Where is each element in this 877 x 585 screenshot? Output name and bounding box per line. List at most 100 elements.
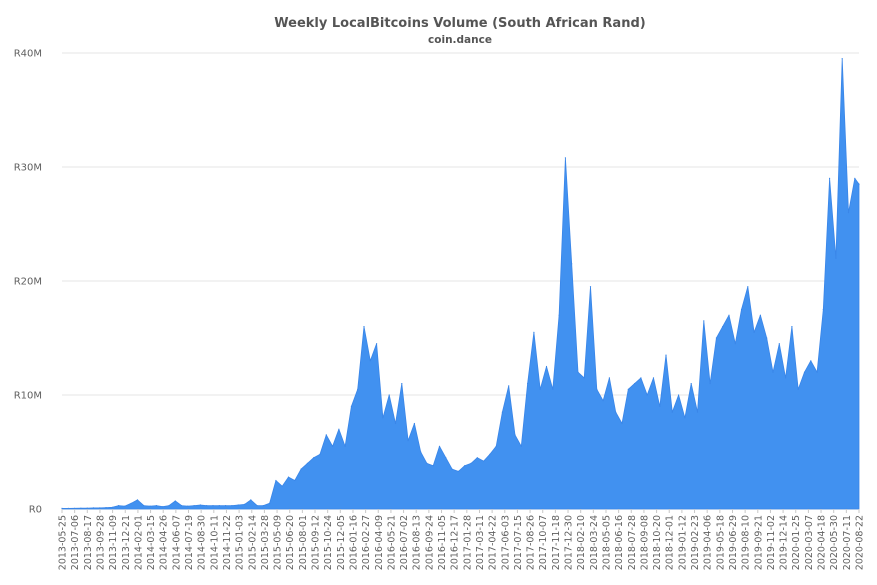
data-point bbox=[489, 453, 491, 455]
x-tick-label: 2016-07-02 bbox=[399, 515, 410, 570]
data-point bbox=[432, 465, 434, 467]
data-point bbox=[61, 507, 63, 509]
data-point bbox=[338, 428, 340, 430]
data-point bbox=[514, 434, 516, 436]
data-point bbox=[533, 331, 535, 333]
x-tick-label: 2017-12-30 bbox=[564, 515, 575, 570]
x-tick-label: 2017-11-18 bbox=[551, 515, 562, 570]
data-point bbox=[118, 505, 120, 507]
data-point bbox=[401, 383, 403, 385]
data-point bbox=[319, 453, 321, 455]
data-point bbox=[275, 479, 277, 482]
data-point bbox=[822, 308, 824, 311]
data-point bbox=[445, 457, 447, 459]
data-point bbox=[740, 308, 743, 311]
data-point bbox=[791, 326, 793, 328]
data-point bbox=[237, 504, 239, 506]
x-tick-label: 2019-05-18 bbox=[715, 515, 726, 570]
data-point bbox=[111, 506, 113, 508]
x-tick-label: 2018-05-05 bbox=[602, 515, 613, 570]
x-tick-label: 2020-07-11 bbox=[842, 515, 853, 570]
x-tick-label: 2016-04-09 bbox=[374, 515, 385, 570]
x-tick-label: 2019-04-06 bbox=[703, 515, 714, 570]
x-tick-label: 2015-01-03 bbox=[235, 515, 246, 570]
data-point bbox=[357, 388, 359, 390]
x-tick-label: 2019-08-10 bbox=[741, 515, 752, 570]
x-tick-label: 2016-11-05 bbox=[437, 515, 448, 570]
data-point bbox=[583, 377, 585, 379]
data-point bbox=[363, 326, 365, 328]
y-tick-label: R40M bbox=[14, 49, 42, 60]
data-point bbox=[313, 457, 315, 459]
data-point bbox=[558, 314, 560, 316]
x-tick-label: 2019-02-23 bbox=[690, 515, 701, 570]
data-point bbox=[394, 422, 397, 425]
data-point bbox=[696, 411, 699, 413]
data-point bbox=[262, 505, 264, 507]
data-point bbox=[483, 460, 485, 462]
data-point bbox=[508, 385, 510, 387]
data-point bbox=[369, 360, 371, 362]
y-axis-ticks: R0 R10M R20M R30M R40M bbox=[14, 49, 42, 516]
data-point bbox=[627, 388, 629, 390]
data-point bbox=[602, 400, 604, 402]
x-tick-label: 2017-07-15 bbox=[513, 515, 524, 570]
x-tick-label: 2020-03-07 bbox=[804, 515, 815, 570]
x-tick-label: 2016-05-21 bbox=[386, 515, 397, 570]
x-tick-label: 2017-08-26 bbox=[526, 515, 537, 570]
data-point bbox=[753, 331, 755, 333]
data-point bbox=[86, 507, 88, 509]
y-tick-label: R0 bbox=[29, 505, 42, 516]
x-tick-label: 2016-12-17 bbox=[450, 515, 461, 570]
data-point bbox=[684, 417, 686, 419]
x-tick-label: 2016-09-24 bbox=[424, 515, 435, 570]
x-tick-label: 2015-10-24 bbox=[323, 515, 334, 570]
data-point bbox=[501, 411, 503, 413]
chart-subtitle: coin.dance bbox=[428, 34, 492, 46]
x-tick-label: 2018-07-28 bbox=[627, 515, 638, 570]
data-point bbox=[294, 479, 296, 482]
data-point bbox=[722, 326, 724, 328]
y-tick-label: R10M bbox=[14, 391, 42, 402]
data-point bbox=[243, 503, 246, 505]
data-point bbox=[80, 507, 82, 509]
data-point bbox=[413, 422, 415, 425]
data-point bbox=[74, 507, 76, 509]
data-point bbox=[539, 388, 541, 390]
data-point bbox=[168, 505, 170, 507]
data-point bbox=[287, 476, 290, 478]
data-point bbox=[306, 462, 308, 464]
data-point bbox=[816, 371, 818, 373]
data-point bbox=[193, 505, 195, 507]
x-tick-label: 2014-06-07 bbox=[171, 515, 182, 570]
data-point bbox=[858, 183, 860, 185]
x-tick-label: 2017-06-03 bbox=[500, 515, 511, 570]
x-tick-label: 2015-02-14 bbox=[247, 515, 258, 570]
data-point bbox=[778, 343, 780, 345]
data-point bbox=[495, 445, 497, 447]
data-point bbox=[659, 405, 661, 407]
data-point bbox=[420, 451, 422, 453]
x-tick-label: 2015-12-05 bbox=[336, 515, 347, 570]
data-point bbox=[564, 157, 567, 159]
data-point bbox=[829, 177, 831, 179]
data-point bbox=[803, 371, 806, 373]
data-point bbox=[426, 462, 428, 464]
data-point bbox=[464, 465, 466, 467]
volume-area bbox=[61, 58, 860, 510]
data-point bbox=[281, 485, 283, 487]
x-tick-label: 2016-01-16 bbox=[349, 515, 360, 570]
data-point bbox=[250, 499, 252, 501]
data-point bbox=[571, 263, 573, 265]
data-point bbox=[162, 506, 164, 508]
data-point bbox=[640, 377, 642, 379]
data-point bbox=[476, 457, 478, 459]
x-tick-label: 2013-08-17 bbox=[83, 515, 94, 570]
x-tick-label: 2017-01-28 bbox=[462, 515, 473, 570]
data-point bbox=[136, 499, 139, 501]
x-tick-label: 2020-05-30 bbox=[829, 515, 840, 570]
x-tick-label: 2014-10-11 bbox=[209, 515, 220, 570]
data-point bbox=[690, 383, 692, 385]
data-point bbox=[225, 505, 227, 507]
data-point bbox=[854, 177, 856, 179]
